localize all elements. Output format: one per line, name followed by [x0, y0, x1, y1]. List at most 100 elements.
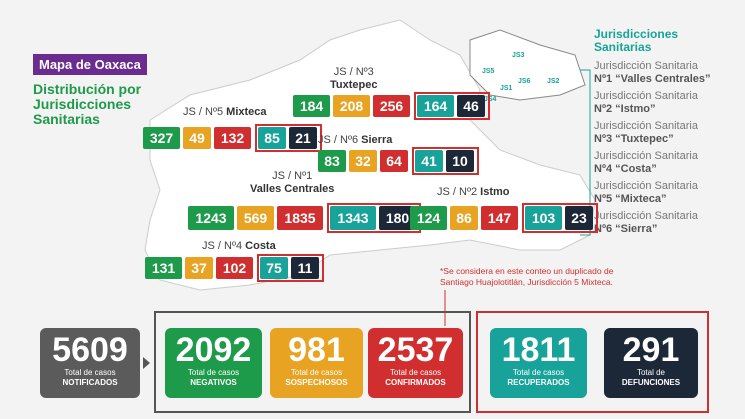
case-cell: 102 [216, 257, 253, 279]
total-card: 981 Total de casos SOSPECHOSOS [270, 328, 363, 398]
inset-label: JS5 [482, 68, 495, 75]
legend-bracket [580, 69, 591, 236]
legend-title: Sanitarias [594, 40, 652, 54]
legend-item: Jurisdicción Sanitaria Nº3 “Tuxtepec” [594, 120, 744, 146]
case-cell: 75 [260, 257, 288, 279]
total-caption: Total de casos [187, 368, 240, 377]
total-label: CONFIRMADOS [385, 378, 446, 387]
inset-map [469, 29, 586, 101]
total-caption: Total de [636, 368, 666, 377]
title: Distribución por Jurisdicciones Sanitarias [33, 82, 141, 127]
jurisdiction-number: JS / Nº5 [183, 106, 224, 118]
case-cell: 164 [417, 95, 454, 117]
group-outline [476, 311, 709, 413]
title-line: Sanitarias [33, 111, 100, 127]
case-cell: 86 [450, 206, 478, 230]
case-cell: 1343 [330, 206, 376, 230]
pointer [143, 357, 150, 369]
legend-line: Nº3 “Tuxtepec” [594, 133, 674, 145]
legend-line: Jurisdicción Sanitaria [594, 90, 698, 102]
jurisdiction-label: JS / Nº4 Costa [202, 240, 276, 253]
legend-line: Nº4 “Costa” [594, 163, 657, 175]
case-cell: 46 [457, 95, 485, 117]
inset-label: JS1 [500, 85, 513, 92]
case-cell: 49 [183, 127, 211, 149]
case-cell: 131 [145, 257, 182, 279]
total-value: 1811 [501, 331, 576, 369]
highlight-box [414, 92, 490, 120]
legend-line: Nº6 “Sierra” [594, 223, 658, 235]
case-cell: 10 [446, 150, 474, 172]
badge: Mapa de Oaxaca [33, 54, 147, 75]
jurisdiction-number: JS / Nº3 [333, 66, 374, 78]
highlight-box [327, 203, 421, 233]
total-label: SOSPECHOSOS [285, 378, 348, 387]
case-cell: 569 [237, 206, 274, 230]
total-card: 2092 Total de casos NEGATIVOS [165, 328, 262, 398]
case-cell: 41 [415, 150, 443, 172]
jurisdiction-name: Valles Centrales [250, 183, 335, 195]
total-label: DEFUNCIONES [621, 378, 681, 387]
legend-title: Jurisdicciones [594, 27, 679, 41]
total-card: 291 Total de DEFUNCIONES [604, 328, 698, 398]
legend-line: Jurisdicción Sanitaria [594, 150, 698, 162]
total-card: 1811 Total de casos RECUPERADOS [490, 328, 587, 398]
group-outline [154, 311, 471, 413]
title-line: Distribución por [33, 81, 142, 97]
total-value: 981 [288, 331, 345, 369]
case-cell: 124 [410, 206, 447, 230]
legend-item: Jurisdicción Sanitaria Nº1 “Valles Centra… [594, 60, 744, 86]
legend: Jurisdicciones Sanitarias Jurisdicción San… [594, 28, 744, 236]
inset-label: JS2 [547, 78, 560, 85]
title-line: Jurisdicciones [33, 96, 132, 112]
total-caption: Total de casos [389, 368, 442, 377]
note-line: Santiago Huajolotitlán, Jurisdicción 5 M… [440, 277, 613, 287]
case-cell: 11 [291, 257, 319, 279]
legend-line: Nº5 “Mixteca” [594, 193, 667, 205]
jurisdiction-number: JS / Nº2 [437, 186, 478, 198]
case-cell: 327 [143, 127, 180, 149]
total-card: 5609 Total de casos NOTIFICADOS [40, 328, 140, 398]
total-card: 2537 Total de casos CONFIRMADOS [368, 328, 463, 398]
jurisdiction-number: JS / Nº1 [272, 170, 313, 182]
case-cell: 1835 [277, 206, 323, 230]
highlight-box [412, 147, 479, 175]
case-cell: 180 [379, 206, 416, 230]
legend-line: Jurisdicción Sanitaria [594, 180, 698, 192]
note-line: *Se considera en este conteo un duplicad… [440, 266, 614, 276]
case-cell: 132 [214, 127, 251, 149]
total-caption: Total de casos [64, 368, 116, 377]
highlight-box [522, 203, 598, 233]
jurisdiction-name: Sierra [361, 134, 393, 146]
total-value: 5609 [52, 331, 128, 369]
case-cell: 103 [525, 206, 562, 230]
case-cell: 83 [318, 150, 346, 172]
total-label: NOTIFICADOS [62, 378, 118, 387]
jurisdiction-number: JS / Nº6 [318, 134, 359, 146]
jurisdiction-name: Istmo [480, 186, 510, 198]
jurisdiction-name: Tuxtepec [330, 79, 378, 91]
jurisdiction-label: JS / Nº3 Tuxtepec [330, 66, 377, 92]
jurisdiction-label: JS / Nº5 Mixteca [183, 106, 267, 119]
inset-label: JS3 [512, 52, 525, 59]
legend-line: Nº2 “Istmo” [594, 103, 656, 115]
legend-line: Nº1 “Valles Centrales” [594, 73, 711, 85]
case-cell: 23 [565, 206, 593, 230]
highlight-box [257, 254, 324, 282]
total-label: NEGATIVOS [190, 378, 237, 387]
legend-item: Jurisdicción Sanitaria Nº2 “Istmo” [594, 90, 744, 116]
total-caption: Total de casos [290, 368, 343, 377]
case-cell: 64 [380, 150, 408, 172]
jurisdiction-name: Mixteca [226, 106, 267, 118]
jurisdiction-name: Costa [245, 240, 276, 252]
case-cell: 85 [258, 127, 286, 149]
case-cell: 37 [185, 257, 213, 279]
case-cell: 184 [293, 95, 330, 117]
highlight-box [255, 124, 322, 152]
note: *Se considera en este conteo un duplicad… [440, 266, 613, 288]
total-value: 291 [622, 331, 680, 369]
case-cell: 147 [481, 206, 518, 230]
total-caption: Total de casos [512, 368, 565, 377]
legend-line: Jurisdicción Sanitaria [594, 120, 698, 132]
